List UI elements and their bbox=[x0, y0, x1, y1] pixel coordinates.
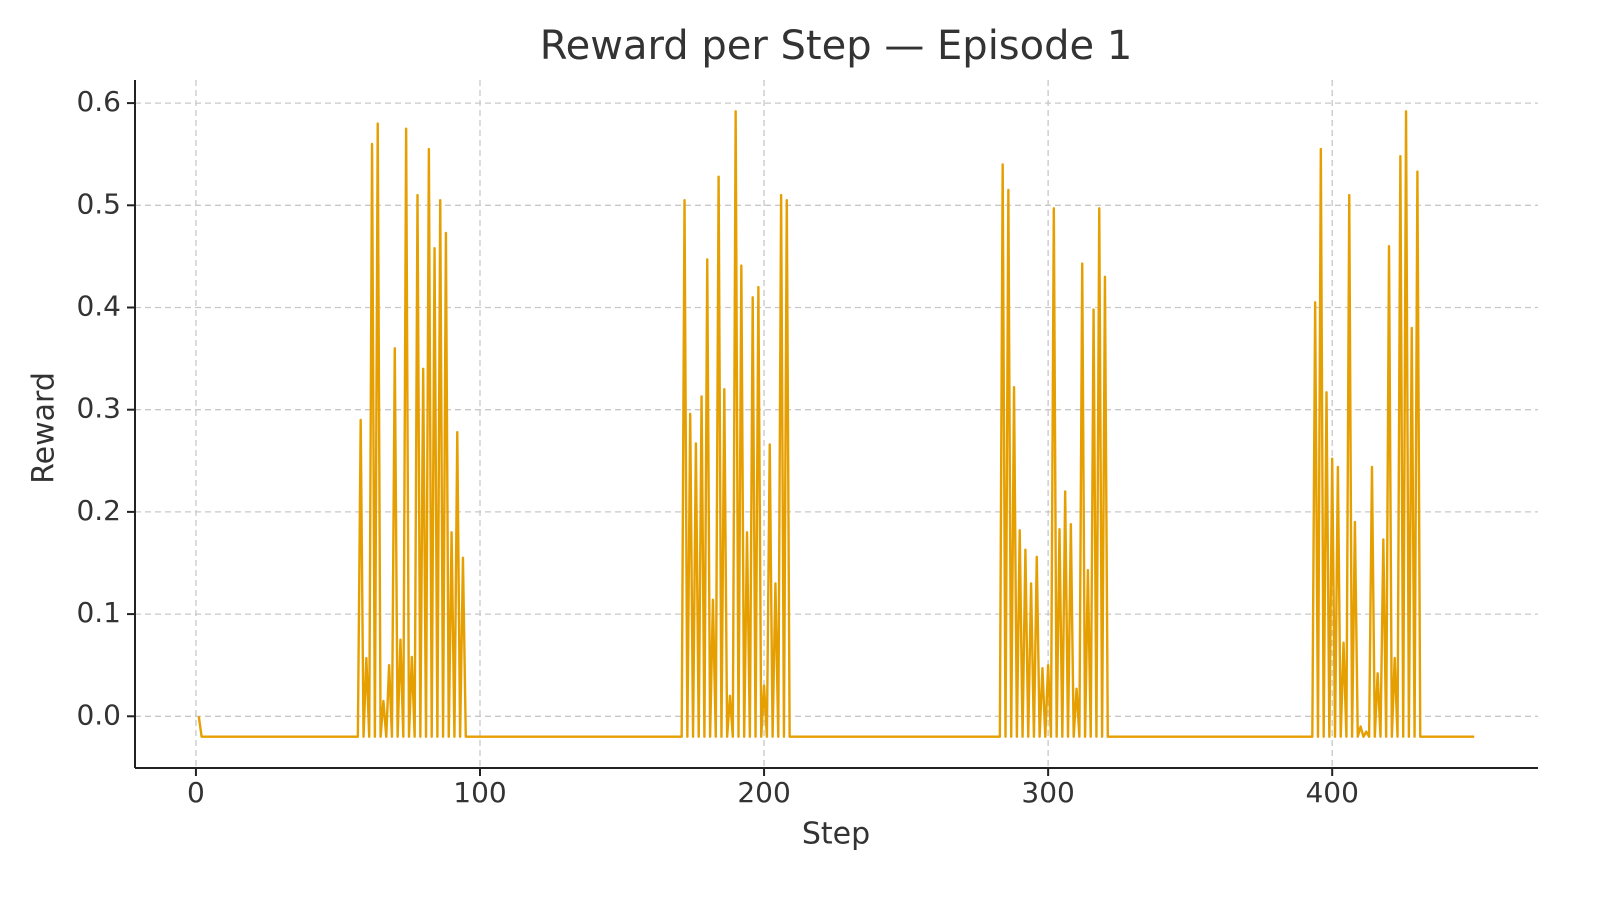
x-axis-label: Step bbox=[802, 817, 870, 852]
x-tick-label: 0 bbox=[187, 776, 205, 809]
y-tick-label: 0.4 bbox=[76, 289, 121, 322]
y-tick-label: 0.0 bbox=[76, 698, 121, 731]
x-tick-label: 400 bbox=[1305, 776, 1358, 809]
x-tick-label: 200 bbox=[737, 776, 790, 809]
y-tick-label: 0.1 bbox=[76, 596, 121, 629]
y-tick-label: 0.2 bbox=[76, 494, 121, 527]
y-tick-label: 0.6 bbox=[76, 85, 121, 118]
y-axis-label: Reward bbox=[27, 372, 62, 484]
x-tick-label: 100 bbox=[453, 776, 506, 809]
line-series bbox=[197, 110, 1475, 738]
chart-title: Reward per Step — Episode 1 bbox=[540, 23, 1133, 69]
y-tick-label: 0.3 bbox=[76, 392, 121, 425]
y-tick-label: 0.5 bbox=[76, 187, 121, 220]
x-tick-label: 300 bbox=[1021, 776, 1074, 809]
